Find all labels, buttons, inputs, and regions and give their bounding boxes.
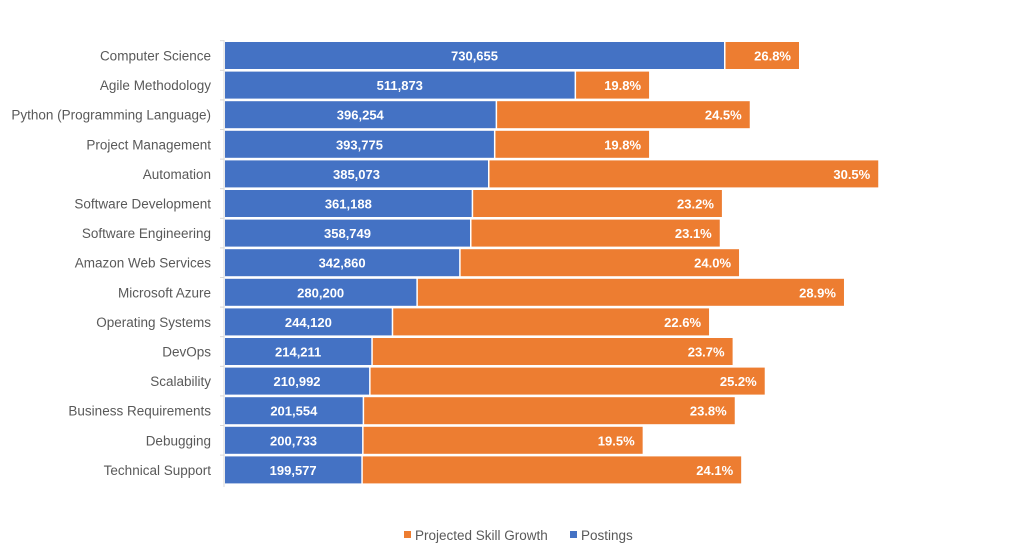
postings-bar <box>225 219 471 247</box>
postings-bar <box>225 278 417 306</box>
postings-value-label: 385,073 <box>333 167 380 182</box>
legend-label-postings: Postings <box>581 528 633 543</box>
category-label: Business Requirements <box>68 404 211 419</box>
category-label: Scalability <box>150 374 211 389</box>
growth-bar <box>363 426 643 454</box>
growth-value-label: 26.8% <box>754 49 791 64</box>
postings-bar <box>225 338 372 365</box>
growth-value-label: 30.5% <box>833 167 870 182</box>
growth-bar <box>364 397 735 425</box>
growth-value-label: 24.5% <box>705 108 742 123</box>
growth-bar <box>495 130 650 158</box>
postings-value-label: 396,254 <box>337 108 385 123</box>
growth-value-label: 23.8% <box>690 404 727 419</box>
growth-bar <box>370 367 765 395</box>
growth-value-label: 19.8% <box>604 137 641 152</box>
category-label: Software Development <box>74 197 211 212</box>
category-label: Software Engineering <box>82 226 211 241</box>
postings-value-label: 342,860 <box>319 256 366 271</box>
postings-bar <box>225 42 724 69</box>
category-axis: Computer Science Agile Methodology Python … <box>11 40 225 487</box>
growth-value-label: 23.7% <box>688 345 725 360</box>
growth-bar <box>473 190 722 217</box>
bars: 730,655 26.8% 511,873 19.8% 396,254 24.5% 393,… <box>225 42 879 484</box>
postings-value-label: 210,992 <box>274 374 321 389</box>
postings-bar <box>225 130 494 158</box>
category-label: Microsoft Azure <box>118 285 211 300</box>
category-label: Python (Programming Language) <box>11 108 211 123</box>
postings-value-label: 214,211 <box>275 345 321 360</box>
growth-value-label: 19.8% <box>604 78 641 93</box>
category-label: Automation <box>143 167 211 182</box>
legend-swatch-postings <box>570 531 577 538</box>
growth-bar <box>417 278 844 306</box>
category-label: Computer Science <box>100 49 211 64</box>
postings-bar <box>225 456 362 484</box>
growth-bar <box>372 338 733 365</box>
growth-value-label: 22.6% <box>664 315 701 330</box>
growth-bar <box>497 101 750 129</box>
growth-value-label: 24.0% <box>694 256 731 271</box>
growth-bar <box>489 160 879 188</box>
legend-swatch-projected-skill-growth <box>404 531 411 538</box>
postings-value-label: 511,873 <box>377 78 423 93</box>
category-label: DevOps <box>162 345 211 360</box>
growth-bar <box>362 456 742 484</box>
postings-bar <box>225 71 575 99</box>
category-label: Agile Methodology <box>100 78 211 93</box>
growth-bar <box>460 249 740 277</box>
postings-value-label: 280,200 <box>297 285 344 300</box>
postings-value-label: 358,749 <box>324 226 371 241</box>
postings-bar <box>225 190 472 217</box>
category-label: Operating Systems <box>96 315 211 330</box>
growth-value-label: 23.2% <box>677 197 714 212</box>
postings-value-label: 730,655 <box>451 49 498 64</box>
postings-value-label: 200,733 <box>270 433 317 448</box>
growth-value-label: 25.2% <box>720 374 757 389</box>
category-label: Amazon Web Services <box>75 256 212 271</box>
category-label: Technical Support <box>104 463 212 478</box>
postings-bar <box>225 101 496 129</box>
growth-value-label: 23.1% <box>675 226 712 241</box>
growth-bar <box>576 71 650 99</box>
postings-value-label: 361,188 <box>325 197 372 212</box>
postings-bar <box>225 308 392 336</box>
postings-value-label: 201,554 <box>270 404 318 419</box>
postings-bar <box>225 160 488 188</box>
postings-value-label: 393,775 <box>336 137 383 152</box>
postings-bar <box>225 426 363 454</box>
category-label: Debugging <box>146 433 211 448</box>
postings-value-label: 244,120 <box>285 315 332 330</box>
legend: Projected Skill Growth Postings <box>404 528 633 543</box>
postings-bar <box>225 397 363 425</box>
growth-bar <box>471 219 720 247</box>
postings-bar <box>225 249 460 277</box>
postings-bar <box>225 367 370 395</box>
postings-value-label: 199,577 <box>270 463 317 478</box>
growth-bar <box>393 308 710 336</box>
category-label: Project Management <box>86 137 211 152</box>
growth-value-label: 24.1% <box>696 463 733 478</box>
growth-bar <box>725 42 799 69</box>
growth-value-label: 28.9% <box>799 285 836 300</box>
legend-label-projected-skill-growth: Projected Skill Growth <box>415 528 548 543</box>
growth-value-label: 19.5% <box>598 433 635 448</box>
